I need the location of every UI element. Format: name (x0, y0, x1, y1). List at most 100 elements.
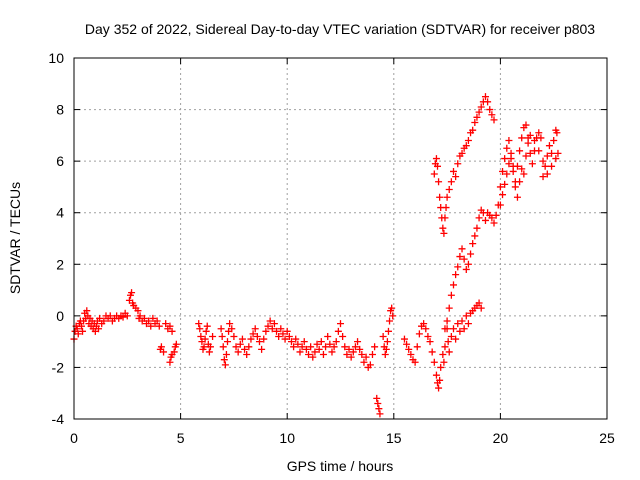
data-point (507, 155, 515, 163)
data-point (436, 193, 444, 201)
data-point (460, 255, 468, 263)
data-point (454, 263, 462, 271)
y-tick-label: 0 (56, 308, 64, 324)
data-point (362, 353, 370, 361)
data-point (407, 351, 415, 359)
data-point (477, 304, 485, 312)
data-point (454, 320, 462, 328)
data-point (366, 361, 374, 369)
data-point (442, 204, 450, 212)
data-point (434, 162, 442, 170)
data-point (360, 358, 368, 366)
y-tick-label: 6 (56, 153, 64, 169)
data-point (251, 325, 259, 333)
data-point (330, 343, 338, 351)
data-point (170, 348, 178, 356)
data-point (516, 178, 524, 186)
data-point (415, 330, 423, 338)
data-point (445, 186, 453, 194)
data-point (539, 173, 547, 181)
data-point (526, 149, 534, 157)
data-point (247, 335, 255, 343)
data-point (499, 167, 507, 175)
data-point (96, 314, 104, 322)
data-point (444, 338, 452, 346)
data-point (509, 167, 517, 175)
data-point (205, 348, 213, 356)
data-point (334, 327, 342, 335)
data-point (475, 214, 483, 222)
data-point (481, 216, 489, 224)
data-point (200, 343, 208, 351)
grid (74, 58, 607, 419)
data-point (241, 345, 249, 353)
data-point (296, 348, 304, 356)
data-point (456, 253, 464, 261)
data-point (403, 340, 411, 348)
data-point (422, 325, 430, 333)
data-point (100, 317, 108, 325)
data-point (238, 335, 246, 343)
data-point (430, 170, 438, 178)
data-point (435, 384, 443, 392)
data-point (420, 320, 428, 328)
data-point (220, 356, 228, 364)
data-point (550, 137, 558, 145)
data-point (445, 348, 453, 356)
data-point (341, 343, 349, 351)
data-point (95, 325, 103, 333)
data-point (258, 345, 266, 353)
data-point (277, 325, 285, 333)
data-point (388, 304, 396, 312)
data-point (535, 129, 543, 137)
data-point (195, 320, 203, 328)
data-point (319, 351, 327, 359)
data-point (218, 332, 226, 340)
data-point (452, 271, 460, 279)
data-point (245, 343, 253, 351)
data-point (447, 291, 455, 299)
data-point (486, 106, 494, 114)
data-point (236, 340, 244, 348)
data-point (153, 317, 161, 325)
data-point (309, 353, 317, 361)
data-point (253, 332, 261, 340)
data-point (501, 155, 509, 163)
data-point (172, 340, 180, 348)
data-point (149, 314, 157, 322)
data-point (501, 180, 509, 188)
data-point (531, 137, 539, 145)
data-point (285, 332, 293, 340)
data-point (545, 142, 553, 150)
data-point (270, 320, 278, 328)
data-point (202, 327, 210, 335)
x-tick-label: 0 (70, 430, 78, 446)
data-point (539, 157, 547, 165)
data-point (307, 343, 315, 351)
data-point (351, 343, 359, 351)
y-tick-label: 10 (48, 50, 64, 66)
data-point (264, 322, 272, 330)
data-point (543, 152, 551, 160)
data-point (426, 338, 434, 346)
data-point (281, 335, 289, 343)
data-point (435, 178, 443, 186)
data-point (226, 320, 234, 328)
data-point (317, 338, 325, 346)
data-point (147, 322, 155, 330)
data-point (243, 351, 251, 359)
data-point (206, 343, 214, 351)
data-point (441, 325, 449, 333)
data-point (389, 312, 397, 320)
data-point (471, 118, 479, 126)
data-point (454, 160, 462, 168)
data-point (518, 134, 526, 142)
plot-frame (73, 57, 608, 420)
data-point (279, 330, 287, 338)
data-point (287, 338, 295, 346)
data-point (503, 170, 511, 178)
data-point (424, 332, 432, 340)
data-point (266, 317, 274, 325)
data-point (441, 343, 449, 351)
